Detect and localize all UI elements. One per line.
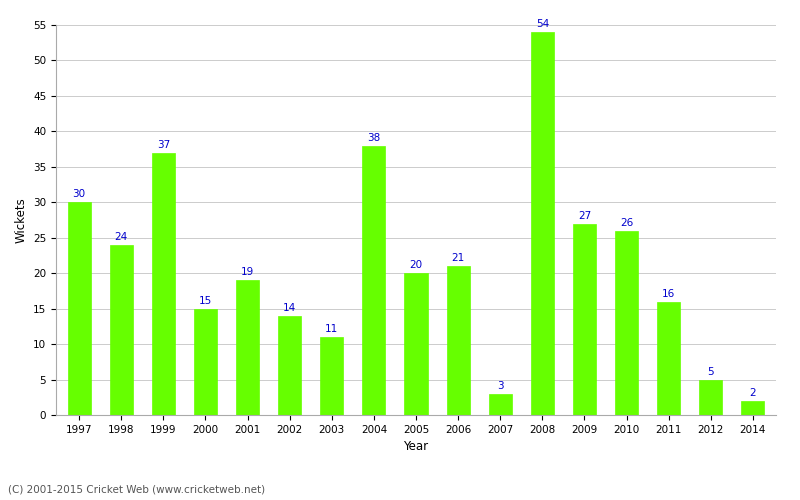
Text: 21: 21 [451,254,465,264]
Text: 38: 38 [367,132,381,142]
Text: 20: 20 [410,260,422,270]
Bar [699,380,722,415]
Bar [110,245,133,415]
Bar [573,224,596,415]
Bar [362,146,386,415]
Bar [194,308,217,415]
Bar [530,32,554,415]
Text: 3: 3 [497,381,503,391]
Bar [615,230,638,415]
Text: 11: 11 [325,324,338,334]
Text: 54: 54 [536,20,549,30]
Text: 16: 16 [662,288,675,298]
Bar [320,337,343,415]
Text: 30: 30 [73,190,86,200]
Text: 37: 37 [157,140,170,150]
Text: 15: 15 [199,296,212,306]
Text: 2: 2 [750,388,756,398]
X-axis label: Year: Year [403,440,429,454]
Text: 5: 5 [707,366,714,376]
Bar [446,266,470,415]
Text: 14: 14 [283,303,296,313]
Text: 27: 27 [578,210,591,220]
Bar [67,202,90,415]
Bar [657,302,680,415]
Bar [236,280,259,415]
Bar [742,401,765,415]
Bar [405,273,427,415]
Text: 24: 24 [114,232,128,242]
Bar [152,152,175,415]
Text: (C) 2001-2015 Cricket Web (www.cricketweb.net): (C) 2001-2015 Cricket Web (www.cricketwe… [8,485,265,495]
Y-axis label: Wickets: Wickets [14,197,27,243]
Bar [278,316,302,415]
Text: 19: 19 [241,268,254,278]
Bar [489,394,512,415]
Text: 26: 26 [620,218,633,228]
